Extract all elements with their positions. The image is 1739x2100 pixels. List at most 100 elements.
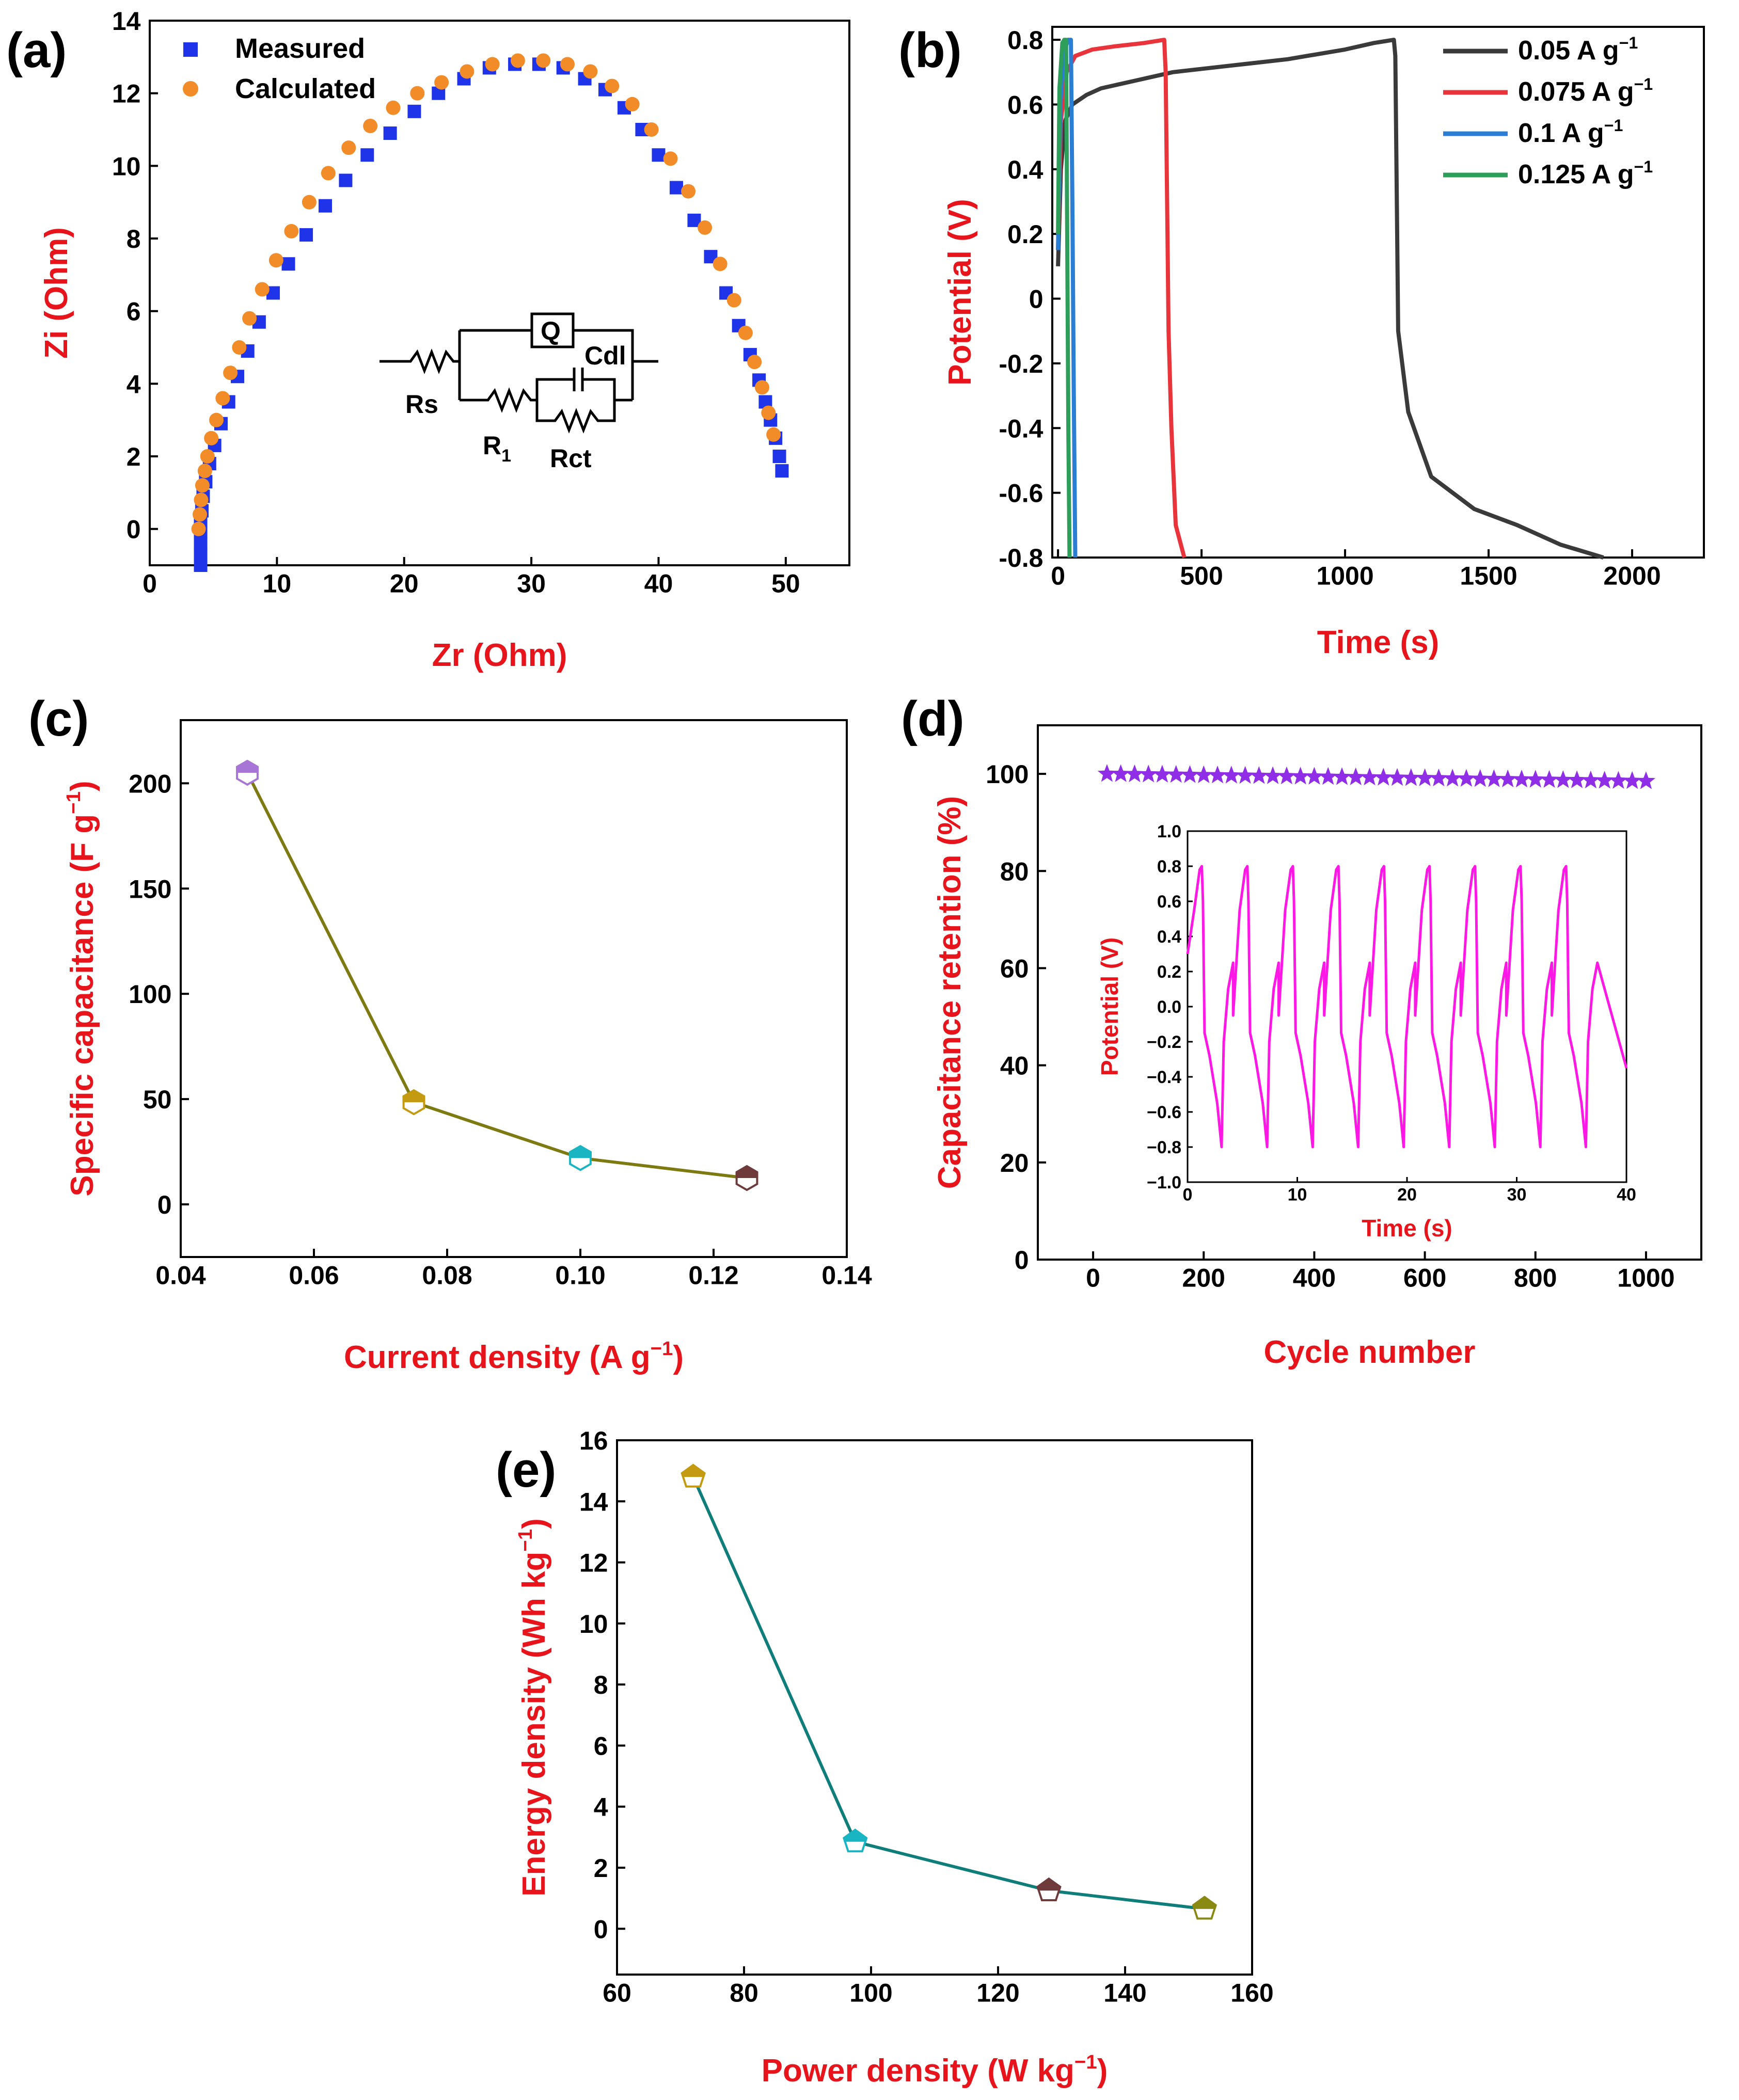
legend-label: 0.075 A g−1 bbox=[1518, 75, 1653, 107]
calculated-point bbox=[197, 464, 212, 479]
x-tick-label: 100 bbox=[849, 1979, 892, 2008]
rs-label: Rs bbox=[405, 390, 438, 419]
retention-point bbox=[1222, 766, 1241, 784]
legend-label: 0.125 A g−1 bbox=[1518, 157, 1653, 189]
y-tick-label: 0 bbox=[1029, 285, 1044, 314]
equivalent-circuit bbox=[380, 312, 658, 434]
calculated-point bbox=[560, 57, 575, 72]
x-tick-label: 1500 bbox=[1460, 562, 1517, 591]
retention-point bbox=[1484, 769, 1504, 787]
x-tick-label: 1000 bbox=[1617, 1264, 1674, 1293]
panel-c: 0.04 0.06 0.08 0.10 0.12 0.14 0 50 100 150 200 (c) C… bbox=[28, 691, 872, 1375]
y-tick-label: 14 bbox=[112, 7, 141, 36]
cdl-label: Cdl bbox=[584, 341, 626, 370]
x-tick-label: 2000 bbox=[1603, 562, 1661, 591]
calculated-point bbox=[738, 325, 753, 340]
measured-point bbox=[669, 181, 683, 195]
retention-point bbox=[1139, 765, 1158, 783]
measured-point bbox=[360, 148, 374, 162]
calculated-point bbox=[341, 140, 356, 155]
y-tick-label: 12 bbox=[112, 79, 141, 108]
rs-resistor bbox=[380, 348, 460, 374]
x-axis-label: Cycle number bbox=[1263, 1334, 1475, 1370]
x-tick-label: 0.06 bbox=[289, 1261, 339, 1290]
retention-point bbox=[1388, 768, 1407, 786]
y-tick-label: 0.0 bbox=[1157, 997, 1181, 1017]
panel-label: (d) bbox=[901, 691, 965, 746]
capacitance-marker bbox=[735, 1165, 758, 1191]
y-tick-label: 8 bbox=[594, 1671, 608, 1699]
x-tick-label: 0 bbox=[1183, 1185, 1193, 1205]
retention-point bbox=[1554, 770, 1573, 788]
retention-point bbox=[1250, 766, 1269, 784]
y-axis-label: Capacitance retention (%) bbox=[932, 796, 968, 1189]
y-tick-label: 4 bbox=[127, 370, 141, 399]
y-tick-label: 40 bbox=[1000, 1052, 1029, 1080]
energy-marker bbox=[843, 1828, 868, 1853]
calculated-point bbox=[194, 492, 209, 507]
calculated-point bbox=[232, 340, 247, 355]
x-tick-label: 0.10 bbox=[555, 1261, 605, 1290]
marker-fill bbox=[236, 759, 259, 773]
calculated-point bbox=[195, 478, 210, 493]
y-tick-label: 10 bbox=[112, 152, 141, 181]
retention-point bbox=[1429, 768, 1448, 787]
y-tick-label: -0.2 bbox=[999, 349, 1043, 378]
retention-point bbox=[1125, 764, 1144, 783]
y-tick-label: 4 bbox=[594, 1793, 608, 1822]
calculated-point bbox=[193, 507, 208, 522]
y-tick-label: 0.8 bbox=[1157, 857, 1181, 877]
calculated-point bbox=[215, 391, 230, 406]
calculated-point bbox=[663, 151, 678, 166]
measured-point bbox=[281, 257, 295, 271]
x-tick-label: 80 bbox=[730, 1979, 758, 2008]
y-tick-label: 2 bbox=[594, 1854, 608, 1883]
y-tick-label: 1.0 bbox=[1157, 822, 1181, 841]
panel-a: 0 10 20 30 40 50 0 2 4 6 8 10 12 14 (a) Zr (Ohm) Zi (Ohm… bbox=[6, 7, 850, 673]
retention-point bbox=[1623, 771, 1642, 789]
x-tick-label: 0 bbox=[143, 569, 157, 598]
calculated-point bbox=[713, 257, 728, 272]
x-tick-label: 30 bbox=[517, 569, 546, 598]
calculated-point bbox=[485, 57, 500, 72]
x-tick-label: 600 bbox=[1403, 1264, 1446, 1293]
x-tick-label: 0.12 bbox=[688, 1261, 738, 1290]
retention-point bbox=[1097, 764, 1116, 782]
plot-frame bbox=[149, 20, 850, 566]
measured-point bbox=[339, 173, 353, 187]
retention-point bbox=[1277, 766, 1296, 785]
retention-point bbox=[1526, 770, 1545, 788]
calculated-point bbox=[302, 195, 317, 210]
y-tick-label: 10 bbox=[579, 1610, 608, 1638]
rct-resistor bbox=[535, 400, 604, 434]
marker-fill bbox=[735, 1165, 758, 1179]
x-axis-label: Current density (A g−1) bbox=[344, 1338, 684, 1375]
retention-point bbox=[1443, 769, 1462, 787]
y-tick-label: 14 bbox=[579, 1487, 608, 1516]
q-label: Q bbox=[541, 316, 561, 345]
y-tick-label: −0.6 bbox=[1147, 1103, 1181, 1122]
retention-point bbox=[1568, 770, 1587, 788]
calculated-point bbox=[191, 521, 206, 536]
retention-point bbox=[1166, 765, 1185, 783]
x-tick-label: 50 bbox=[771, 569, 800, 598]
x-tick-label: 120 bbox=[976, 1979, 1019, 2008]
panel-e: 60 80 100 120 140 160 0 2 4 6 8 10 12 14 16 (e) Power de… bbox=[496, 1426, 1274, 2089]
x-tick-label: 40 bbox=[1617, 1185, 1636, 1205]
panel-label: (e) bbox=[496, 1442, 556, 1498]
energy-marker bbox=[1036, 1877, 1062, 1901]
retention-point bbox=[1581, 770, 1600, 789]
retention-point bbox=[1636, 771, 1655, 789]
retention-point bbox=[1415, 768, 1434, 786]
calculated-point bbox=[460, 64, 475, 79]
retention-point bbox=[1263, 766, 1283, 784]
retention-point bbox=[1595, 771, 1614, 789]
y-tick-label: 0 bbox=[157, 1190, 172, 1219]
y-tick-label: 0.4 bbox=[1007, 155, 1044, 184]
calculated-point bbox=[434, 75, 449, 90]
y-axis-label: Specific capacitance (F g−1) bbox=[62, 781, 100, 1196]
y-tick-label: 16 bbox=[579, 1426, 608, 1455]
x-tick-label: 10 bbox=[1288, 1185, 1307, 1205]
y-tick-label: 0 bbox=[594, 1915, 608, 1944]
